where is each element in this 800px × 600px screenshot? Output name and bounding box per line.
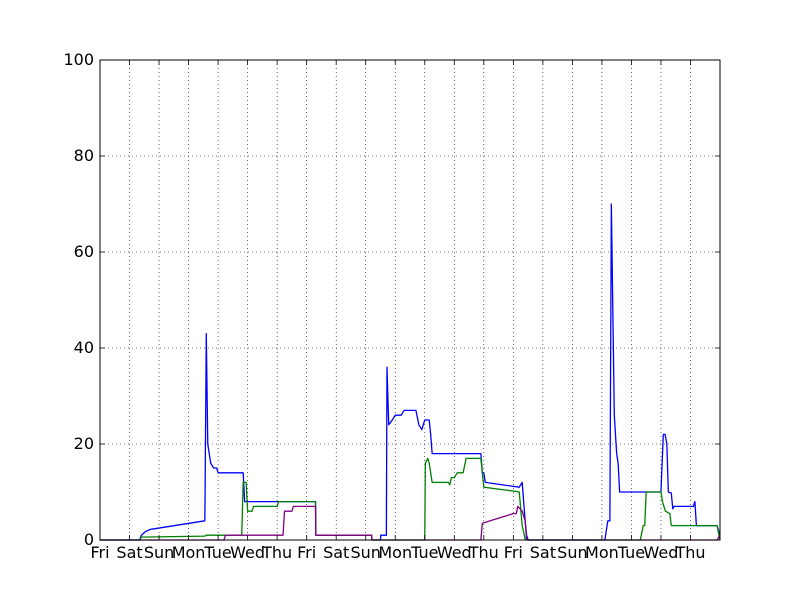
- y-tick-label: 100: [63, 50, 94, 69]
- grid-lines: [99, 59, 720, 541]
- series-lines: [100, 203, 721, 541]
- x-tick-label: Mon: [172, 543, 206, 562]
- series-line-1: [100, 203, 721, 541]
- x-tick-label: Sun: [350, 543, 380, 562]
- y-tick-label: 40: [74, 338, 94, 357]
- x-tick-label: Tue: [410, 543, 438, 562]
- x-tick-label: Mon: [585, 543, 619, 562]
- x-tick-label: Wed: [230, 543, 265, 562]
- x-tick-label: Tue: [617, 543, 645, 562]
- x-tick-label: Wed: [437, 543, 472, 562]
- x-tick-label: Fri: [297, 543, 316, 562]
- y-tick-label: 0: [84, 530, 94, 549]
- x-tick-label: Sun: [557, 543, 587, 562]
- series-line-2: [100, 457, 721, 541]
- x-tick-label: Sun: [144, 543, 174, 562]
- x-tick-label: Thu: [261, 543, 292, 562]
- y-tick-labels: 0 20 40 60 80 100: [63, 50, 94, 549]
- x-tick-label: Wed: [644, 543, 679, 562]
- y-tick-label: 80: [74, 146, 94, 165]
- x-tick-label: Sat: [116, 543, 142, 562]
- y-tick-label: 20: [74, 434, 94, 453]
- x-tick-label: Fri: [90, 543, 109, 562]
- x-tick-label: Fri: [504, 543, 523, 562]
- plot-frame: [99, 59, 721, 541]
- x-tick-label: Thu: [674, 543, 705, 562]
- tick-marks: [99, 59, 720, 541]
- x-tick-label: Tue: [203, 543, 231, 562]
- y-tick-label: 60: [74, 242, 94, 261]
- x-tick-label: Mon: [378, 543, 412, 562]
- x-tick-label: Thu: [468, 543, 499, 562]
- x-tick-label: Sat: [323, 543, 349, 562]
- x-tick-label: Sat: [530, 543, 556, 562]
